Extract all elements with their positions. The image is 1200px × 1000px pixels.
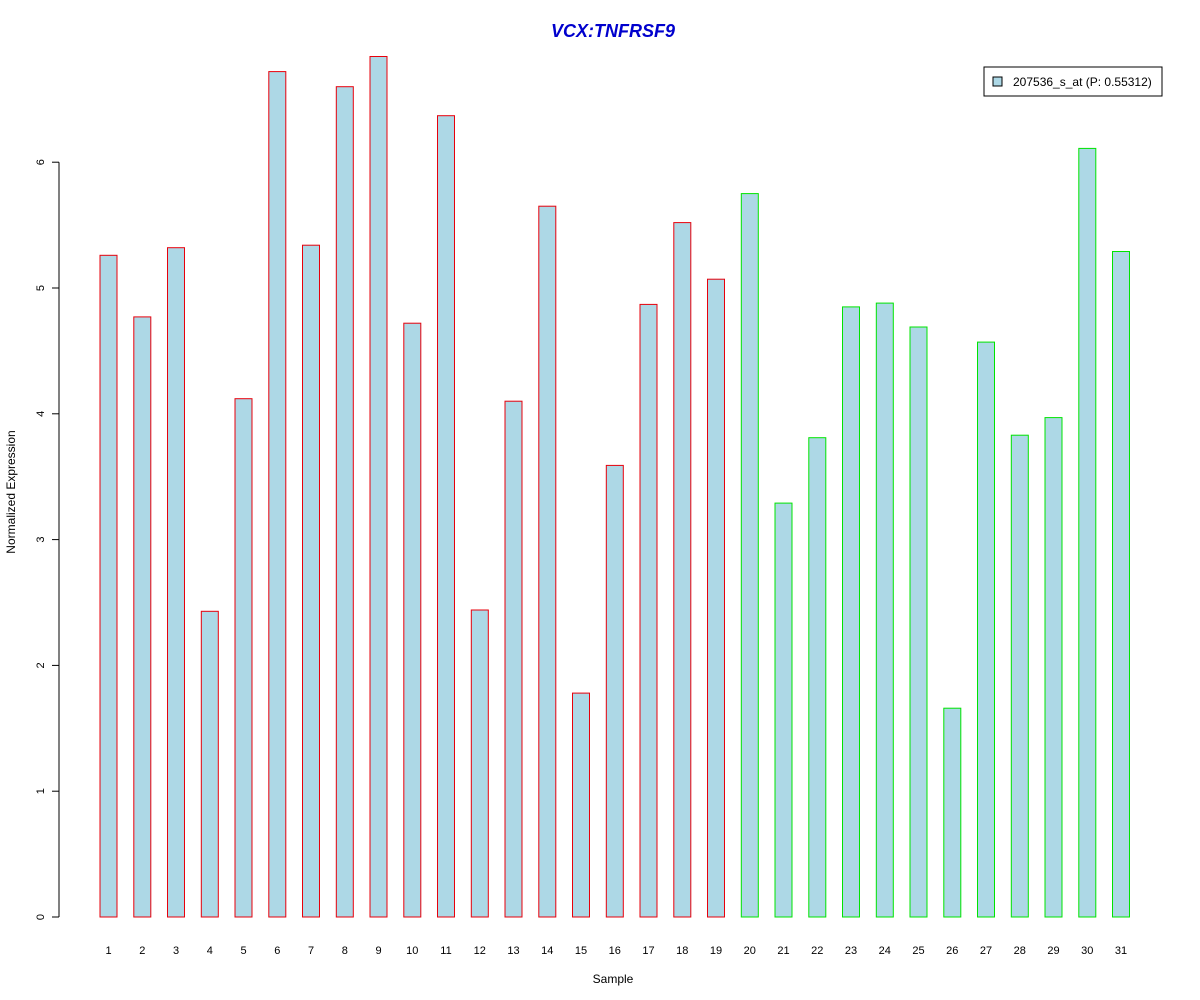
bar-sample-12 (470, 609, 489, 918)
y-tick-label: 0 (35, 914, 47, 920)
x-tick-label: 4 (207, 945, 213, 957)
x-tick-label: 7 (308, 945, 314, 957)
bar-sample-24 (875, 302, 894, 918)
x-tick-label: 31 (1115, 945, 1127, 957)
bars-group (99, 56, 1130, 918)
x-tick-label: 10 (406, 945, 418, 957)
bar-sample-18 (673, 222, 692, 918)
y-axis: 0 1 2 3 4 5 6 (35, 159, 60, 920)
bar-sample-19 (707, 278, 725, 918)
x-tick-label: 28 (1014, 945, 1026, 957)
y-axis-label: Normalized Expression (4, 430, 18, 553)
y-tick-label: 1 (35, 788, 47, 794)
bar-sample-7 (302, 244, 320, 918)
bar-sample-4 (200, 610, 219, 918)
bar-sample-9 (369, 56, 388, 918)
bar-sample-6 (268, 71, 287, 918)
x-tick-label: 21 (777, 945, 789, 957)
bar-sample-10 (403, 322, 422, 918)
x-tick-label: 11 (440, 945, 451, 957)
x-tick-label: 12 (474, 945, 486, 957)
x-tick-label: 22 (811, 945, 823, 957)
x-tick-label: 25 (912, 945, 924, 957)
bar-sample-31 (1112, 251, 1130, 918)
x-tick-label: 27 (980, 945, 992, 957)
x-tick-label: 6 (274, 945, 280, 957)
x-tick-label: 8 (342, 945, 348, 957)
x-tick-label: 24 (879, 945, 891, 957)
bar-sample-20 (740, 193, 759, 918)
x-tick-label: 29 (1047, 945, 1059, 957)
legend-entry: 207536_s_at (P: 0.55312) (1013, 75, 1152, 89)
legend: 207536_s_at (P: 0.55312) (983, 66, 1163, 97)
bar-sample-15 (572, 692, 590, 918)
x-tick-label: 16 (609, 945, 621, 957)
x-tick-label: 20 (744, 945, 756, 957)
bar-sample-14 (538, 205, 557, 918)
chart-title: VCX:TNFRSF9 (551, 21, 675, 41)
x-tick-label: 13 (507, 945, 519, 957)
bar-sample-11 (437, 115, 455, 918)
bar-sample-23 (842, 306, 860, 918)
bar-sample-2 (133, 316, 152, 918)
y-tick-label: 6 (35, 159, 47, 165)
x-tick-label: 3 (173, 945, 179, 957)
bar-sample-5 (234, 398, 253, 918)
y-tick-label: 4 (35, 411, 47, 417)
x-tick-label: 1 (105, 945, 111, 957)
y-tick-label: 5 (35, 285, 47, 291)
x-tick-label: 17 (642, 945, 654, 957)
bar-sample-13 (504, 400, 523, 918)
x-tick-label: 26 (946, 945, 958, 957)
x-tick-label: 2 (139, 945, 145, 957)
x-tick-label: 9 (375, 945, 381, 957)
x-tick-label: 23 (845, 945, 857, 957)
bar-sample-30 (1078, 147, 1097, 918)
bar-sample-25 (909, 326, 928, 918)
x-tick-label: 18 (676, 945, 688, 957)
x-tick-label: 30 (1081, 945, 1093, 957)
bar-sample-21 (774, 502, 793, 918)
bar-sample-27 (977, 341, 995, 918)
bar-sample-17 (639, 303, 658, 918)
x-tick-label: 14 (541, 945, 553, 957)
y-tick-label: 3 (35, 537, 47, 543)
bar-sample-26 (943, 707, 962, 918)
x-tick-label: 19 (710, 945, 722, 957)
legend-box (983, 66, 1163, 97)
bar-sample-29 (1044, 417, 1063, 918)
legend-swatch (992, 76, 1003, 87)
x-tick-label: 5 (240, 945, 246, 957)
bar-sample-1 (99, 254, 118, 918)
x-axis-tick-labels: 1 2 3 4 5 6 7 8 9 10 11 12 13 14 15 16 17 18 19 20 21 22 23 24 2… (105, 945, 1127, 957)
y-tick-label: 2 (35, 662, 47, 668)
x-tick-label: 15 (575, 945, 587, 957)
bar-sample-28 (1010, 434, 1029, 918)
bar-sample-22 (808, 437, 827, 918)
bar-sample-3 (167, 247, 185, 918)
x-axis-label: Sample (593, 972, 634, 986)
bar-sample-16 (605, 464, 624, 918)
bar-sample-8 (335, 86, 354, 918)
